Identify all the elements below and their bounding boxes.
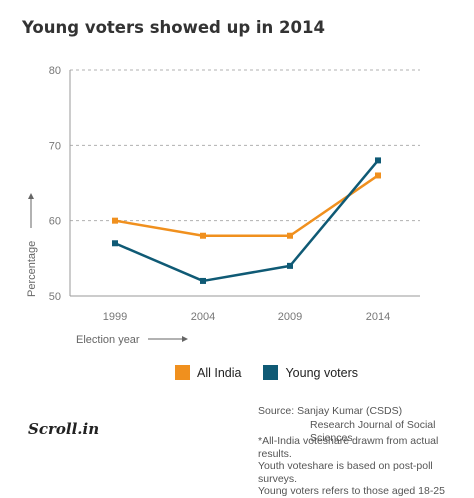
legend-label-young-voters: Young voters bbox=[285, 365, 358, 380]
scroll-logo: Scroll.in bbox=[28, 420, 100, 438]
notes-block: *All-India voteshare drawm from actual r… bbox=[258, 435, 474, 498]
x-axis-arrowhead bbox=[182, 336, 188, 342]
y-axis-arrowhead bbox=[28, 193, 34, 199]
series-line-young-voters bbox=[114, 159, 379, 283]
source-line-2: Research Journal of Social Sciences bbox=[310, 418, 436, 445]
line-chart: 50 60 70 80 1999 2004 2009 2014 Percentage Ele… bbox=[26, 65, 420, 346]
gridlines bbox=[70, 69, 420, 222]
y-tick-label-60: 60 bbox=[49, 216, 61, 228]
x-tick-labels: 1999 2004 2009 2014 bbox=[103, 311, 390, 323]
point-young-voters-2009 bbox=[287, 262, 293, 269]
series-layer bbox=[112, 157, 381, 284]
y-tick-labels: 50 60 70 80 bbox=[49, 65, 61, 303]
y-axis-label: Percentage bbox=[26, 241, 38, 297]
chart-title: Young voters showed up in 2014 bbox=[22, 18, 325, 37]
legend-label-all-india: All India bbox=[197, 365, 242, 380]
x-axis-title: Election year bbox=[76, 334, 188, 346]
x-tick-label-2004: 2004 bbox=[191, 311, 215, 323]
x-axis-label: Election year bbox=[76, 334, 140, 346]
point-young-voters-1999 bbox=[112, 240, 118, 247]
legend-swatch-young-voters bbox=[263, 365, 279, 380]
source-block: Source: Sanjay Kumar (CSDS) Research Jou… bbox=[258, 405, 474, 446]
point-young-voters-2004 bbox=[200, 277, 206, 284]
y-tick-label-80: 80 bbox=[49, 65, 61, 77]
note-line-3: Young voters refers to those aged 18-25 bbox=[258, 485, 445, 497]
x-tick-label-2009: 2009 bbox=[278, 311, 302, 323]
point-all-india-1999 bbox=[112, 217, 118, 224]
point-all-india-2009 bbox=[287, 232, 293, 239]
y-tick-label-70: 70 bbox=[49, 140, 61, 152]
y-axis-title: Percentage bbox=[26, 193, 38, 297]
x-tick-label-2014: 2014 bbox=[366, 311, 390, 323]
point-all-india-2004 bbox=[200, 232, 206, 239]
source-line-1: Source: Sanjay Kumar (CSDS) bbox=[258, 405, 403, 417]
point-young-voters-2014 bbox=[375, 157, 381, 164]
point-all-india-2014 bbox=[375, 172, 381, 179]
x-tick-label-1999: 1999 bbox=[103, 311, 127, 323]
legend-item-all-india: All India bbox=[175, 365, 241, 380]
series-line-all-india bbox=[114, 174, 379, 237]
y-tick-label-50: 50 bbox=[49, 291, 61, 303]
note-line-1: *All-India voteshare drawm from actual r… bbox=[258, 435, 439, 460]
legend: All India Young voters bbox=[175, 365, 380, 380]
legend-swatch-all-india bbox=[175, 365, 190, 380]
note-line-2: Youth voteshare is based on post-poll su… bbox=[258, 460, 433, 485]
legend-item-young-voters: Young voters bbox=[263, 365, 358, 380]
